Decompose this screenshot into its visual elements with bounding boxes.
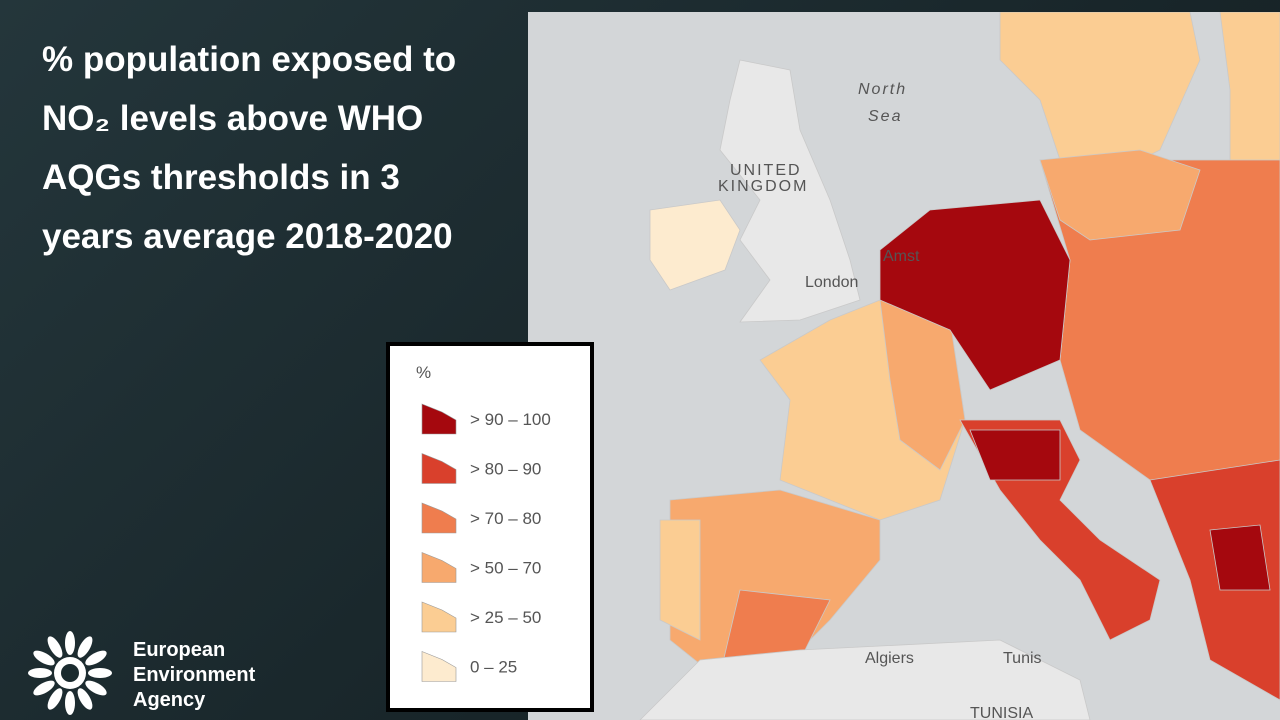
title: % population exposed to NO₂ levels above… <box>42 40 457 256</box>
po-valley <box>969 429 1061 481</box>
legend: % > 90 – 100 > 80 – 90 > 70 – 80 > 50 – 70 >… <box>386 342 594 712</box>
legend-label: > 70 – 80 <box>470 509 541 528</box>
map-label: North <box>858 81 907 98</box>
map-label: UNITED <box>730 162 802 179</box>
legend-label: > 90 – 100 <box>470 410 551 429</box>
africa <box>639 639 1091 720</box>
logo-line: Environment <box>133 664 256 686</box>
map-label: Sea <box>868 108 902 125</box>
legend-label: 0 – 25 <box>470 658 517 677</box>
legend-swatch <box>421 403 457 435</box>
legend-swatch <box>421 552 457 583</box>
map-label: Algiers <box>865 650 914 667</box>
legend-swatch <box>421 502 457 534</box>
map-label: TUNISIA <box>970 705 1033 720</box>
map-label: KINGDOM <box>718 178 808 195</box>
ireland <box>649 199 741 291</box>
logo-mark <box>28 631 112 715</box>
map-label: Tunis <box>1003 650 1042 667</box>
legend-swatch <box>421 651 457 682</box>
legend-swatches: % > 90 – 100 > 80 – 90 > 70 – 80 > 50 – 70 >… <box>416 363 551 682</box>
portugal <box>659 519 701 641</box>
balkans <box>1149 459 1280 701</box>
great-britain <box>719 59 861 323</box>
legend-swatch <box>421 453 457 484</box>
greece <box>1209 524 1271 591</box>
legend-label: > 50 – 70 <box>470 559 541 578</box>
logo-text: European Environment Agency <box>133 638 255 713</box>
map-label: Amst <box>883 248 920 265</box>
legend-swatch <box>421 601 457 633</box>
legend-label: > 25 – 50 <box>470 608 541 627</box>
legend-title: % <box>416 363 431 382</box>
map-label: London <box>805 274 858 291</box>
baltic <box>1039 149 1201 241</box>
logo-line: European <box>133 639 226 661</box>
benelux-germany <box>879 199 1071 391</box>
logo-line: Agency <box>133 689 206 711</box>
legend-label: > 80 – 90 <box>470 460 541 479</box>
